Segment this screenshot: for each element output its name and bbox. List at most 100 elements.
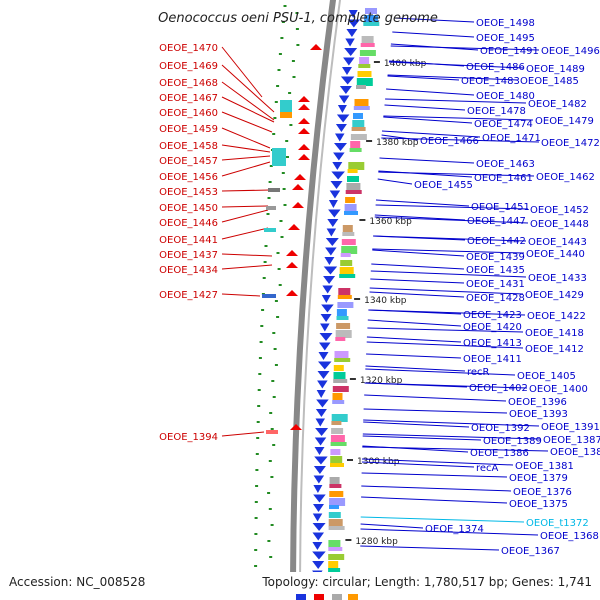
reverse-label-leader (368, 309, 526, 316)
reverse-gene-label: OEOE_1400 (529, 384, 588, 395)
reverse-label-leader (365, 365, 466, 372)
reverse-gene-label: OEOE_1498 (476, 18, 535, 29)
forward-gene-label: OEOE_1437 (159, 250, 218, 261)
reverse-gene-label: OEOE_1374 (425, 524, 484, 535)
cog-block (331, 421, 342, 425)
forward-label-leader (221, 144, 271, 153)
reverse-gene-label: OEOE_1418 (525, 328, 584, 339)
cog-block (330, 442, 347, 446)
cog-block (347, 169, 358, 173)
reverse-gene-label: OEOE_1389 (483, 436, 542, 447)
reverse-label-leader (364, 394, 507, 402)
gc-tick (254, 533, 258, 535)
cog-block (359, 57, 370, 65)
reverse-label-leader (370, 278, 465, 284)
reverse-gene-arrow (335, 124, 347, 132)
reverse-gene-label: OEOE_1495 (476, 33, 535, 44)
reverse-gene-label: OEOE_1448 (530, 219, 589, 230)
gc-tick (270, 428, 274, 430)
forward-label-leader (221, 64, 275, 113)
forward-feature-block (280, 100, 292, 112)
reverse-gene-label: OEOE_1381 (515, 461, 574, 472)
reverse-gene-arrow (316, 399, 329, 408)
gc-tick (278, 284, 282, 286)
gc-tick (281, 172, 285, 174)
cog-block (332, 393, 343, 401)
reverse-gene-arrow (346, 29, 358, 37)
gc-tick (279, 220, 283, 222)
reverse-label-leader (372, 248, 525, 254)
gc-tick (269, 165, 273, 167)
reverse-gene-label: OEOE_1462 (536, 172, 595, 183)
reverse-gene-label: OEOE_1431 (466, 279, 525, 290)
reverse-gene-label: OEOE_1423 (463, 310, 522, 321)
reverse-gene-label: OEOE_1472 (541, 138, 600, 149)
reverse-gene-arrow (328, 200, 338, 208)
reverse-gene-arrow (326, 228, 337, 237)
cog-block (351, 127, 366, 131)
gc-tick (268, 181, 272, 183)
reverse-gene-label: OEOE_1379 (509, 473, 568, 484)
gc-tick (257, 389, 261, 391)
gc-tick (263, 261, 267, 263)
reverse-label-leader (383, 115, 534, 121)
gc-tick (276, 85, 280, 87)
genome-summary: Topology: circular; Length: 1,780,517 bp… (261, 575, 592, 589)
reverse-gene-arrow (313, 494, 326, 503)
cog-block (329, 484, 342, 488)
gc-tick (268, 460, 272, 462)
reverse-gene-arrow (319, 333, 333, 341)
cog-block (339, 267, 354, 275)
reverse-gene-arrow (343, 57, 355, 66)
gc-tick (280, 236, 284, 238)
rna-gene-label: OEOE_t1372 (526, 518, 589, 529)
reverse-gene-label: OEOE_1413 (463, 338, 522, 349)
reverse-gene-arrow (331, 171, 345, 180)
forward-label-leader (221, 431, 265, 437)
reverse-label-leader (373, 235, 527, 242)
scale-tick-label: 1320 kbp (360, 376, 403, 386)
scale-tick-label: 1300 kbp (357, 457, 400, 467)
reverse-label-leader (369, 291, 465, 298)
reverse-label-leader (367, 319, 462, 327)
gc-tick (264, 245, 268, 247)
reverse-gene-arrow (328, 209, 341, 218)
reverse-gene-label: OEOE_1478 (467, 106, 526, 117)
cog-block (349, 148, 362, 152)
reverse-gene-label: OEOE_1367 (501, 546, 560, 557)
gc-tick (254, 549, 258, 551)
gc-tick (269, 556, 273, 558)
feature-block (348, 594, 358, 600)
scale-tick-label: 1280 kbp (355, 537, 398, 547)
forward-gene-arrow (286, 250, 298, 256)
gc-tick (276, 316, 280, 318)
reverse-gene-label: OEOE_1486 (466, 62, 525, 73)
gc-tick (277, 69, 281, 71)
gc-tick (286, 156, 289, 158)
cog-block (348, 162, 365, 170)
cog-block (329, 477, 340, 485)
forward-gene-label: OEOE_1467 (159, 93, 218, 104)
reverse-gene-arrow (344, 48, 358, 56)
reverse-gene-arrow (312, 513, 323, 522)
cog-block (336, 323, 351, 329)
cog-block (365, 8, 377, 14)
reverse-gene-arrow (312, 561, 325, 569)
reverse-gene-arrow (321, 295, 331, 303)
reverse-gene-label: OEOE_1485 (520, 76, 579, 87)
gc-tick (288, 92, 292, 94)
reverse-gene-label: OEOE_1442 (467, 236, 526, 247)
reverse-gene-arrow (329, 190, 341, 199)
cog-block (356, 85, 366, 89)
gc-tick (273, 348, 277, 350)
forward-gene-arrow (298, 154, 310, 160)
feature-block (296, 594, 306, 600)
forward-label-leader (221, 161, 271, 177)
gc-tick (296, 44, 300, 46)
reverse-label-leader (363, 408, 508, 414)
gc-tick (261, 309, 265, 311)
backbone-outer (290, 0, 337, 600)
reverse-label-leader (361, 458, 514, 466)
cog-block (344, 204, 357, 212)
gc-tick (257, 405, 261, 407)
